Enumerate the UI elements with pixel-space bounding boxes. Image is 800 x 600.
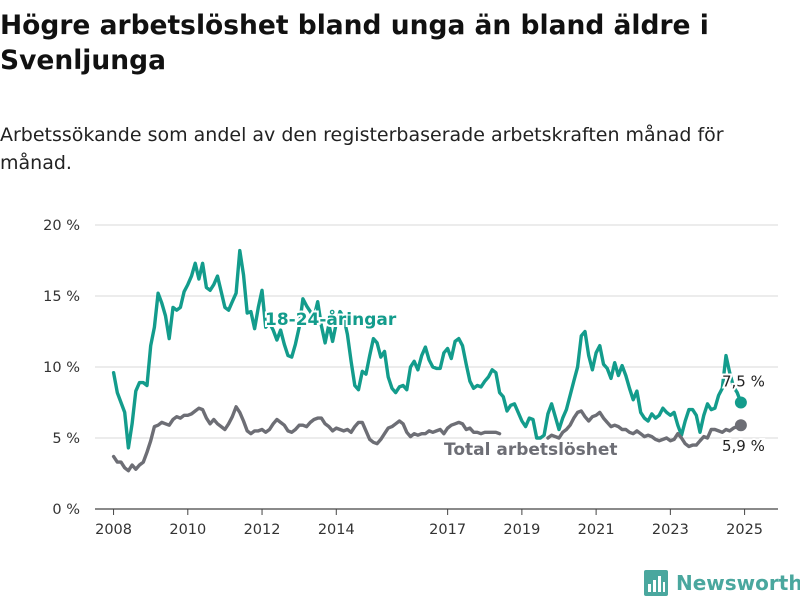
end-value-youth: 7,5 % xyxy=(722,373,765,391)
y-tick-label: 20 % xyxy=(43,218,80,234)
y-tick-label: 5 % xyxy=(52,431,80,447)
x-axis: 2008 2010 2012 2014 2017 2019 2021 2023 2025 xyxy=(95,509,763,538)
y-tick-label: 0 % xyxy=(52,502,80,518)
end-value-total: 5,9 % xyxy=(722,437,765,455)
x-tick-label: 2010 xyxy=(169,522,206,538)
end-point-total xyxy=(734,419,747,432)
y-tick-label: 15 % xyxy=(43,289,80,305)
y-tick-label: 10 % xyxy=(43,360,80,376)
brand-name: Newsworthy xyxy=(676,571,800,595)
x-tick-label: 2023 xyxy=(652,522,689,538)
brand-logo: Newsworthy xyxy=(644,568,800,598)
series-lines xyxy=(111,248,747,473)
x-tick-label: 2012 xyxy=(244,522,281,538)
x-tick-label: 2021 xyxy=(578,522,615,538)
end-point-youth xyxy=(734,396,747,409)
chart-title: Högre arbetslöshet bland unga än bland ä… xyxy=(0,10,709,76)
x-tick-label: 2008 xyxy=(95,522,132,538)
x-tick-label: 2019 xyxy=(503,522,540,538)
y-axis: 0 % 5 % 10 % 15 % 20 % xyxy=(43,218,80,518)
chart-subtitle: Arbetssökande som andel av den registerb… xyxy=(0,124,724,174)
x-tick-label: 2025 xyxy=(726,522,763,538)
labels: 18-24-åringar Total arbetslöshet 7,5 % 5,9 … xyxy=(263,306,767,462)
x-tick-label: 2014 xyxy=(318,522,355,538)
x-tick-label: 2017 xyxy=(429,522,466,538)
series-line-youth xyxy=(111,248,743,450)
series-label-total: Total arbetslöshet xyxy=(444,440,618,460)
series-label-youth: 18-24-åringar xyxy=(265,308,397,330)
series-line-total xyxy=(111,405,743,473)
newsworthy-icon xyxy=(644,570,668,596)
